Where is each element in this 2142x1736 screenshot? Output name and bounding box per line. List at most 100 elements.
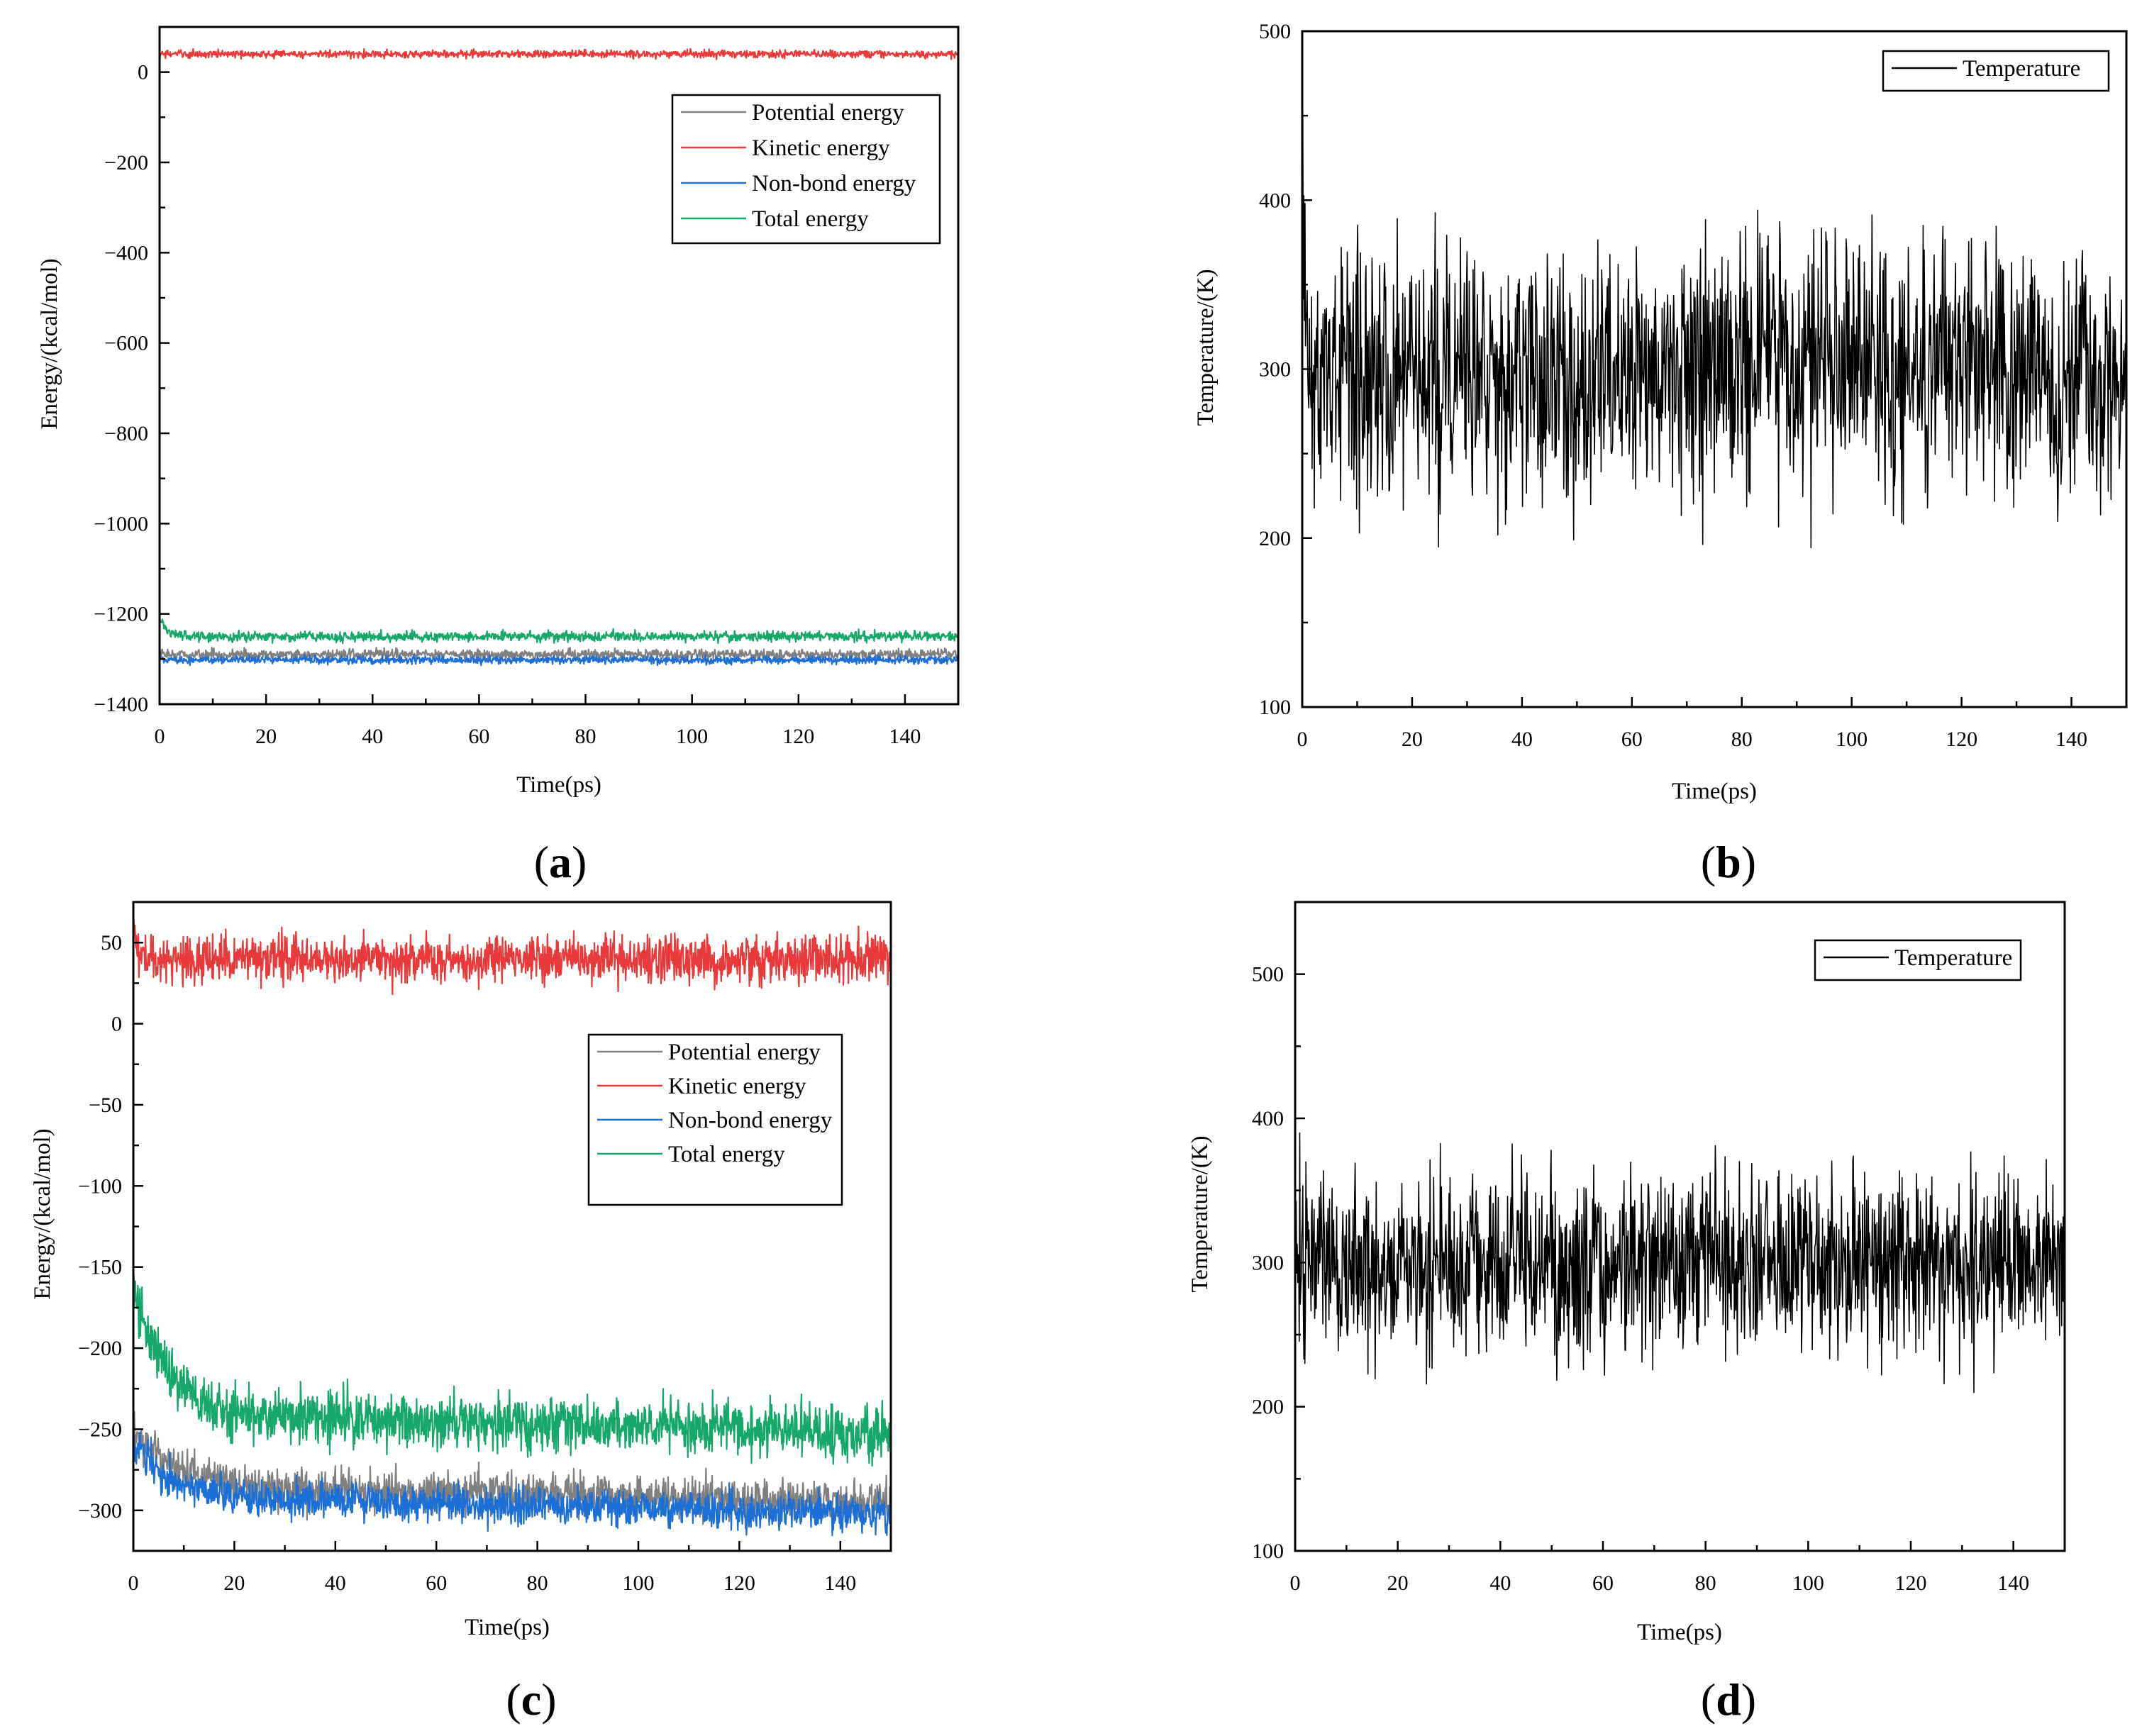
panel-c-y-tick-label: −100 (78, 1174, 122, 1198)
panel-a-legend-label: Kinetic energy (752, 135, 890, 161)
panel-a-y-tick-label: −800 (104, 422, 148, 445)
panel-c-x-tick-label: 80 (527, 1571, 548, 1595)
panel-a-x-tick-label: 20 (255, 725, 277, 748)
panel-c-x-tick-label: 0 (128, 1571, 139, 1595)
panel-a-y-tick-label: −1000 (94, 512, 148, 535)
panel-a-x-tick-label: 120 (782, 725, 814, 748)
panel-a-y-tick-label: −200 (104, 151, 148, 174)
panel-c-x-tick-label: 140 (824, 1571, 856, 1595)
panel-d-x-tick-label: 40 (1489, 1571, 1511, 1595)
panel-c-x-tick-label: 120 (723, 1571, 755, 1595)
panel-c-y-tick-label: 0 (111, 1013, 122, 1036)
panel-c-x-tick-label: 100 (623, 1571, 655, 1595)
panel-a-x-tick-label: 0 (155, 725, 165, 748)
panel-b-x-tick-label: 80 (1731, 728, 1753, 751)
panel-a-x-axis-title: Time(ps) (516, 772, 601, 798)
panel-b: Temperature Time(ps) Temperature/(K) (b)… (1193, 20, 2128, 887)
panel-a-x-tick-label: 60 (468, 725, 489, 748)
panel-b-ticks: 0 20 40 60 80 100 120 140 100 200 300 400 500 (1259, 20, 2087, 751)
panel-a-frame (158, 26, 960, 706)
panel-a: Potential energy Kinetic energy Non-bond e… (37, 26, 960, 887)
panel-a-y-tick-label: −400 (104, 241, 148, 265)
panel-a-x-tick-label: 100 (676, 725, 708, 748)
panel-d-series-temperature (1295, 1132, 2065, 1393)
panel-c-y-tick-label: −50 (89, 1094, 122, 1117)
panel-c-y-tick-label: −300 (78, 1499, 122, 1523)
panel-a-legend-label: Total energy (752, 206, 869, 232)
panel-b-x-tick-label: 40 (1511, 728, 1533, 751)
panel-a-series-total-energy (160, 618, 958, 645)
panel-b-x-tick-label: 140 (2055, 728, 2087, 751)
panel-b-y-tick-label: 400 (1259, 189, 1291, 212)
panel-d-legend-label: Temperature (1894, 945, 2012, 971)
panel-b-x-tick-label: 120 (1946, 728, 1977, 751)
panel-b-legend-label: Temperature (1963, 56, 2080, 82)
panel-a-legend: Potential energy Kinetic energy Non-bond e… (671, 94, 941, 245)
panel-c-x-tick-label: 40 (325, 1571, 346, 1595)
panel-a-y-axis-title: Energy/(kcal/mol) (37, 258, 62, 429)
panel-a-y-tick-label: −1400 (94, 693, 148, 716)
panel-c-y-tick-label: −200 (78, 1337, 122, 1360)
panel-a-label: (a) (534, 837, 587, 887)
panel-d-plot (1295, 1132, 2065, 1393)
panel-b-series-temperature (1302, 99, 2126, 549)
panel-d: Temperature Time(ps) Temperature/(K) (d)… (1187, 901, 2066, 1725)
panel-a-series-kinetic-energy (160, 48, 958, 60)
panel-d-label: (d) (1701, 1674, 1756, 1725)
panel-b-y-tick-label: 500 (1259, 20, 1291, 43)
panel-d-y-tick-label: 300 (1252, 1251, 1284, 1274)
panel-a-y-tick-label: −600 (104, 332, 148, 355)
panel-b-x-tick-label: 20 (1402, 728, 1423, 751)
panel-c-legend-label: Potential energy (668, 1040, 821, 1065)
panel-d-frame (1294, 901, 2066, 1552)
panel-c-series-non-bond-energy (133, 1431, 891, 1537)
panel-c: Potential energy Kinetic energy Non-bond e… (30, 901, 892, 1725)
panel-a-plot (160, 48, 958, 667)
panel-c-label: (c) (506, 1674, 556, 1725)
panel-c-y-tick-label: −250 (78, 1418, 122, 1441)
panel-a-x-tick-label: 80 (575, 725, 596, 748)
panel-a-ticks: 0 20 40 60 80 100 120 140 0 −200 −400 −600 −800 −1000… (94, 61, 921, 748)
panel-d-y-tick-label: 100 (1252, 1540, 1284, 1563)
panel-a-legend-label: Potential energy (752, 100, 904, 126)
panel-a-x-tick-label: 140 (889, 725, 921, 748)
panel-c-legend: Potential energy Kinetic energy Non-bond e… (587, 1033, 843, 1206)
panel-d-legend: Temperature (1814, 939, 2022, 981)
panel-b-legend: Temperature (1882, 50, 2110, 92)
panel-d-y-tick-label: 200 (1252, 1396, 1284, 1419)
panel-b-plot (1302, 99, 2126, 549)
panel-d-x-tick-label: 20 (1387, 1571, 1409, 1595)
panel-c-frame (132, 901, 892, 1552)
panel-d-x-tick-label: 0 (1290, 1571, 1301, 1595)
panel-d-x-tick-label: 60 (1592, 1571, 1614, 1595)
panel-d-ticks: 0 20 40 60 80 100 120 140 100 200 300 400 500 (1252, 963, 2029, 1595)
panel-d-x-tick-label: 140 (1997, 1571, 2029, 1595)
panel-b-y-tick-label: 200 (1259, 527, 1291, 550)
panel-b-x-tick-label: 0 (1297, 728, 1308, 751)
panel-d-y-tick-label: 400 (1252, 1107, 1284, 1130)
panel-d-x-tick-label: 80 (1695, 1571, 1716, 1595)
panel-c-x-tick-label: 60 (426, 1571, 447, 1595)
panel-a-series-potential-energy (160, 646, 958, 663)
panel-d-x-tick-label: 100 (1792, 1571, 1824, 1595)
panel-b-y-tick-label: 300 (1259, 358, 1291, 382)
panel-c-plot (133, 910, 891, 1537)
panel-b-x-axis-title: Time(ps) (1672, 779, 1757, 804)
panel-d-x-axis-title: Time(ps) (1637, 1620, 1722, 1645)
panel-d-x-tick-label: 120 (1895, 1571, 1927, 1595)
panel-d-y-axis-title: Temperature/(K) (1187, 1135, 1213, 1292)
panel-a-x-tick-label: 40 (362, 725, 383, 748)
panel-c-legend-label: Total energy (668, 1142, 785, 1167)
panel-c-series-total-energy (133, 1272, 891, 1467)
panel-b-y-axis-title: Temperature/(K) (1193, 269, 1219, 425)
panel-d-legend-box (1814, 939, 2022, 981)
panel-b-x-tick-label: 100 (1836, 728, 1868, 751)
panel-c-y-tick-label: −150 (78, 1256, 122, 1279)
panel-c-x-tick-label: 20 (223, 1571, 245, 1595)
panel-a-legend-label: Non-bond energy (752, 171, 916, 196)
panel-b-y-tick-label: 100 (1259, 696, 1291, 719)
panel-c-legend-label: Kinetic energy (668, 1074, 806, 1099)
panel-b-legend-box (1882, 50, 2110, 92)
panel-c-ticks: 0 20 40 60 80 100 120 140 50 0 −50 −100 −150 −200 −250… (78, 931, 856, 1595)
